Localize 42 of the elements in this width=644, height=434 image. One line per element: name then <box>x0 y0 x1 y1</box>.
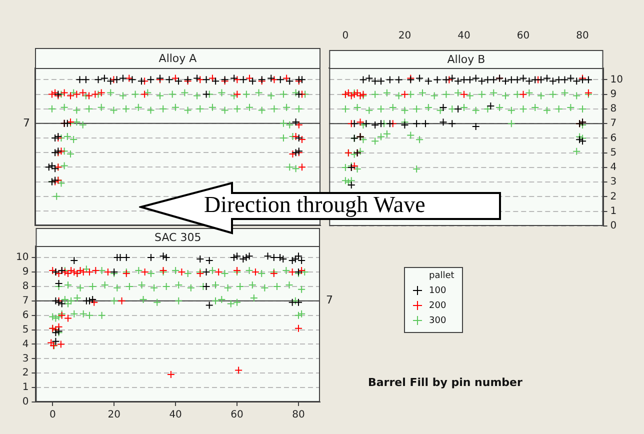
ref-line-label: 7 <box>326 294 333 307</box>
chart-title: Alloy B <box>447 52 486 66</box>
y-tick-label: 10 <box>610 74 624 86</box>
y-tick-label: 6 <box>610 132 617 144</box>
y-tick-label: 7 <box>610 118 617 130</box>
y-tick-label: 10 <box>16 252 29 264</box>
text: Barrel Fill by pin number <box>368 376 522 389</box>
y-tick-label: 6 <box>22 310 29 321</box>
x-tick-label: 0 <box>49 410 56 421</box>
y-tick-label: 0 <box>610 220 617 232</box>
x-tick-label: 80 <box>292 410 305 421</box>
legend-label: 100 <box>429 286 446 296</box>
y-tick-label: 3 <box>22 353 29 364</box>
y-tick-label: 4 <box>610 162 617 174</box>
y-tick-label: 0 <box>22 396 29 408</box>
chart-title: SAC 305 <box>154 230 202 244</box>
y-tick-label: 3 <box>610 176 617 188</box>
x-tick-label: 80 <box>576 30 589 42</box>
y-tick-label: 2 <box>610 191 617 202</box>
y-tick-label: 8 <box>22 281 29 292</box>
x-tick-label: 60 <box>516 30 530 42</box>
legend-title: pallet <box>428 271 454 281</box>
x-tick-label: 60 <box>230 410 244 421</box>
y-tick-label: 5 <box>610 147 617 158</box>
chart-title: Alloy A <box>158 52 198 65</box>
y-tick-label: 4 <box>22 338 29 350</box>
y-tick-label: 1 <box>610 206 617 217</box>
y-tick-label: 1 <box>22 382 29 394</box>
x-tick-label: 40 <box>458 30 470 42</box>
x-tick-label: 20 <box>398 30 412 42</box>
x-tick-label: 40 <box>169 410 182 421</box>
y-tick-label: 8 <box>610 104 617 115</box>
y-tick-label: 9 <box>610 88 617 100</box>
y-tick-label: 2 <box>22 368 29 379</box>
legend-label: 300 <box>429 316 446 326</box>
y-tick-label: 5 <box>22 324 29 336</box>
legend-label: 200 <box>429 300 446 310</box>
annotation: Direction through Wave <box>204 192 426 218</box>
x-tick-label: 0 <box>342 30 349 42</box>
x-tick-label: 20 <box>108 410 120 421</box>
y-tick-label: 7 <box>22 295 29 306</box>
y-tick-label: 9 <box>22 266 29 278</box>
